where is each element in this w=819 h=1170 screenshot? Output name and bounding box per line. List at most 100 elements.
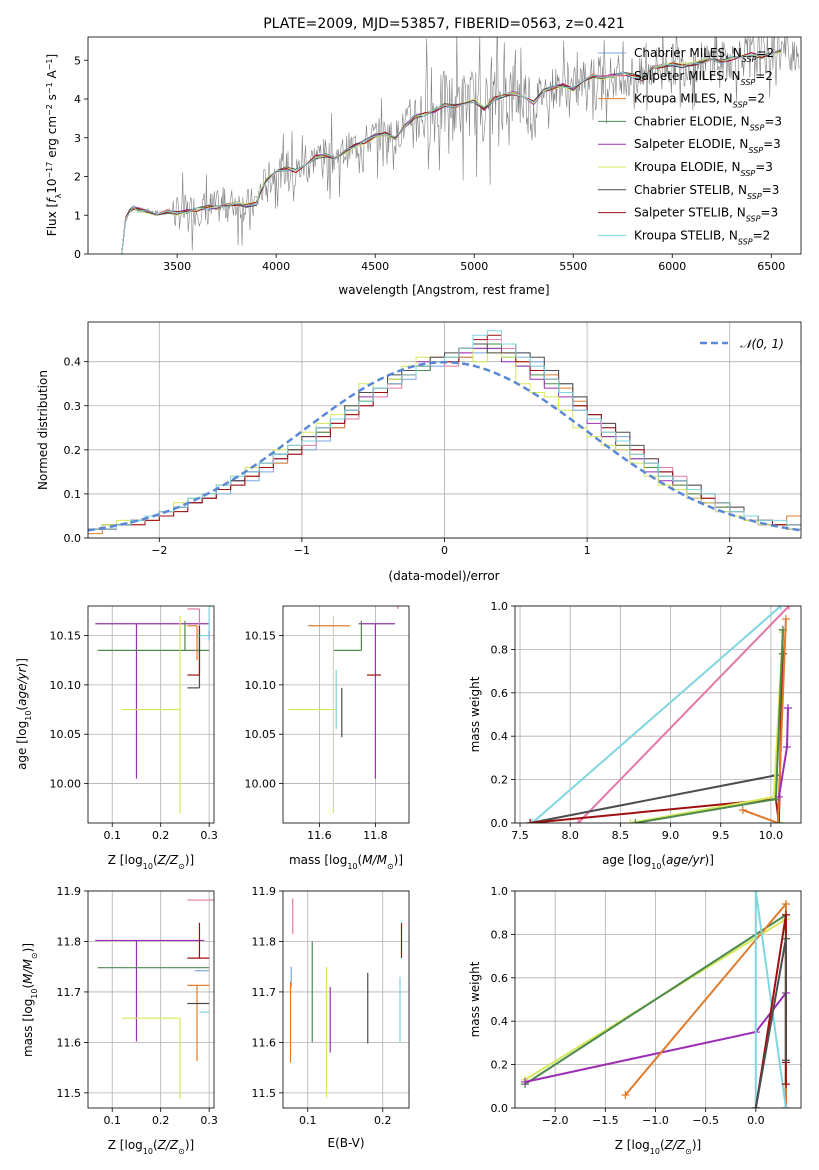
plot-area-residuals [88, 330, 801, 535]
axes-frame [87, 321, 802, 539]
y-tick-label: 11.9 [252, 885, 277, 898]
y-tick-label: 0.2 [64, 444, 82, 457]
weight-marker-chabrier_stelib [781, 934, 790, 943]
y-tick-label: 1.0 [491, 885, 509, 898]
axis-decor: −2.0 −1.5 −1.0 −0.5 0.0 0.0 0.2 0.4 0.6 0.8 1.0 [491, 885, 802, 1127]
legend-label: Chabrier MILES, NSSP=2 [634, 46, 774, 64]
x-tick-label: 0.2 [374, 1114, 392, 1127]
y-tick-label: 11.8 [57, 935, 82, 948]
weight-marker-salpeter_elodie [774, 792, 783, 801]
y-tick-label: 10.00 [50, 778, 82, 791]
x-tick-label: 0.1 [299, 1114, 317, 1127]
plot-area-weight_vs_Z [521, 891, 790, 1108]
weight-line-kroupa_elodie [630, 631, 784, 823]
weight-marker-kroupa_stelib [781, 1104, 790, 1108]
weight-line-salpeter_stelib [530, 629, 784, 823]
axis-decor: 0.1 0.2 0.3 10.00 10.05 10.10 10.15 [50, 605, 218, 842]
y-axis-label: Flux [fλ10−17 erg cm−2 s−1 A−1] [45, 54, 63, 236]
legend-label: Salpeter STELIB, NSSP=3 [634, 206, 778, 224]
weight-marker-salpeter_elodie [521, 1077, 530, 1086]
x-axis-label: E(B-V) [327, 1136, 364, 1150]
y-tick-label: 11.9 [57, 885, 82, 898]
x-tick-label: −2.0 [542, 1114, 569, 1127]
x-tick-label: 1 [584, 544, 591, 557]
axis-decor: 0.1 0.2 11.5 11.6 11.7 11.8 11.9 [252, 885, 410, 1127]
x-tick-label: 5500 [559, 260, 587, 273]
axes-frame [87, 36, 802, 255]
axes-frame [87, 605, 215, 824]
legend-label: Salpeter MILES, NSSP=2 [634, 69, 773, 87]
x-tick-label: 0.3 [200, 829, 218, 842]
x-tick-label: 6000 [658, 260, 686, 273]
x-tick-label: 5000 [460, 260, 488, 273]
axes-weight_vs_age: 7.5 8.0 8.5 9.0 9.5 10.0 0.0 0.2 0.4 0.6 0.8 1.0 [491, 600, 802, 842]
y-tick-label: 0.3 [64, 400, 82, 413]
weight-marker-salpeter_stelib [526, 819, 535, 823]
x-tick-label: 0.1 [103, 829, 121, 842]
x-axis-label: mass [log10(M/M⊙)] [289, 853, 403, 871]
model-line-salpeter_stelib [121, 48, 782, 254]
y-tick-label: 0.4 [491, 730, 509, 743]
weight-marker-kroupa_stelib [776, 606, 785, 610]
weight-line-kroupa_stelib [531, 606, 782, 823]
x-tick-label: 11.6 [307, 829, 332, 842]
axes-frame [87, 890, 215, 1109]
y-tick-label: 0.2 [491, 1059, 509, 1072]
axes-age_vs_Z: 0.1 0.2 0.3 10.00 10.05 10.10 10.15 [50, 605, 218, 842]
y-tick-label: 11.7 [252, 986, 277, 999]
y-tick-label: 0.6 [491, 972, 509, 985]
axis-decor: 3500 4000 4500 5000 5500 6000 6500 0 1 2 3 4 5 [74, 36, 802, 273]
x-tick-label: 9.0 [662, 829, 680, 842]
y-tick-label: 10.15 [50, 630, 82, 643]
plot-area-mass_vs_ebv [289, 898, 403, 1098]
x-tick-label: 0.2 [152, 829, 170, 842]
y-tick-label: 0.8 [491, 928, 509, 941]
weight-marker-kroupa_miles [781, 900, 790, 909]
legend-label: Kroupa STELIB, NSSP=2 [634, 228, 770, 246]
legend: Chabrier MILES, NSSP=2 Salpeter MILES, NS… [598, 46, 782, 246]
y-tick-label: 0.8 [491, 643, 509, 656]
plot-area-mass_vs_Z [95, 899, 214, 1099]
x-tick-label: 8.5 [612, 829, 630, 842]
x-tick-label: −1.0 [642, 1114, 669, 1127]
axis-decor: 7.5 8.0 8.5 9.0 9.5 10.0 0.0 0.2 0.4 0.6 0.8 1.0 [491, 600, 802, 842]
weight-marker-kroupa_miles [773, 819, 782, 823]
x-axis-label: (data-model)/error [388, 569, 499, 583]
x-tick-label: 0.1 [103, 1114, 121, 1127]
y-tick-label: 0.0 [64, 532, 82, 545]
legend: 𝒩(0, 1) [700, 337, 784, 351]
x-tick-label: −1 [294, 544, 310, 557]
x-tick-label: 3500 [163, 260, 191, 273]
legend-label: 𝒩(0, 1) [740, 337, 784, 351]
legend-label: Kroupa MILES, NSSP=2 [634, 92, 765, 110]
x-axis-label: Z [log10(Z/Z⊙)] [615, 1138, 701, 1156]
weight-line-chabrier_stelib [529, 653, 784, 823]
plot-area-age_vs_mass [288, 606, 399, 814]
y-tick-label: 3 [74, 132, 81, 145]
weight-marker-kroupa_miles [738, 805, 747, 814]
weight-marker-kroupa_miles [621, 1090, 630, 1099]
chart-title: PLATE=2009, MJD=53857, FIBERID=0563, z=0… [263, 16, 625, 32]
weight-marker-chabrier_stelib [751, 1104, 760, 1108]
axes-residuals: −2 −1 0 1 2 0.0 0.1 0.2 0.3 0.4 [64, 321, 802, 557]
weight-marker-salpeter_elodie [783, 703, 792, 712]
x-tick-label: 4500 [361, 260, 389, 273]
y-tick-label: 0.0 [491, 1102, 509, 1115]
y-axis-label: mass weight [468, 676, 482, 752]
legend-label: Chabrier STELIB, NSSP=3 [634, 183, 779, 201]
axes-frame [514, 890, 802, 1109]
x-axis-label: age [log10(age/yr)] [602, 853, 714, 871]
x-tick-label: 8.0 [561, 829, 579, 842]
weight-marker-kroupa_stelib [528, 819, 537, 823]
x-tick-label: −0.5 [692, 1114, 719, 1127]
y-tick-label: 0.1 [64, 488, 82, 501]
weight-marker-chabrier_stelib [781, 1056, 790, 1065]
x-axis-label: wavelength [Angstrom, rest frame] [338, 283, 549, 297]
y-axis-label: mass [log10(M/M⊙)] [21, 943, 39, 1057]
y-tick-label: 11.5 [252, 1087, 277, 1100]
x-tick-label: 0.0 [747, 1114, 765, 1127]
legend-label: Salpeter ELODIE, NSSP=3 [634, 137, 781, 155]
y-tick-label: 0 [74, 248, 81, 261]
y-tick-label: 10.00 [245, 778, 277, 791]
